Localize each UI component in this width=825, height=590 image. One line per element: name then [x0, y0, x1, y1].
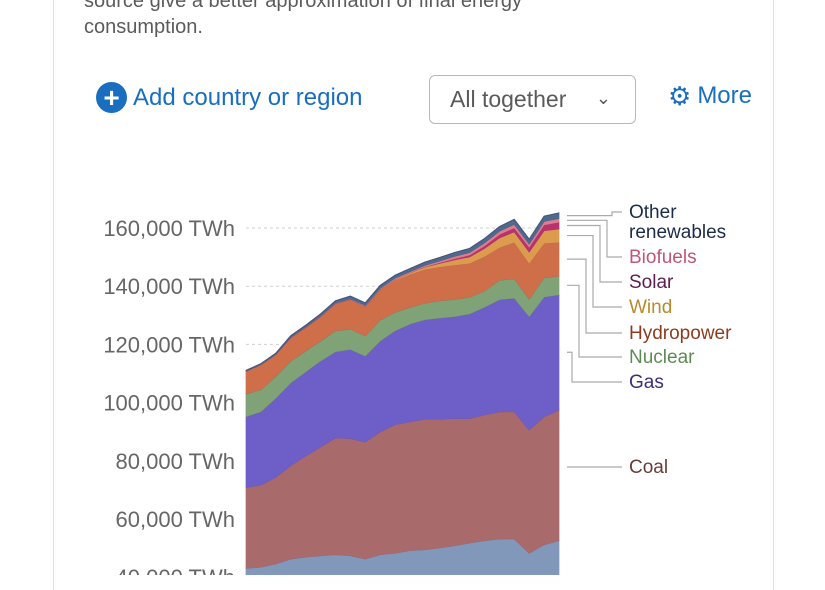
more-label: More [697, 82, 752, 109]
legend-connector [567, 234, 622, 308]
legend-label-solar: Solar [629, 272, 674, 293]
gear-icon: ⚙ [668, 81, 692, 111]
legend-label-nuclear: Nuclear [629, 347, 695, 368]
select-value: All together [450, 86, 567, 112]
add-country-button[interactable]: + Add country or region [96, 82, 362, 113]
legend-connector [567, 219, 622, 258]
legend-connector [567, 351, 622, 383]
y-tick-label: 60,000 TWh [116, 507, 235, 532]
legend-label-biofuels: Biofuels [629, 247, 697, 268]
y-tick-label: 80,000 TWh [116, 449, 235, 474]
more-button[interactable]: ⚙ More [668, 82, 752, 110]
chevron-down-icon: ⌄ [595, 88, 611, 108]
legend-label-gas: Gas [629, 372, 664, 393]
area-other-renewables [245, 212, 560, 372]
legend-connector [567, 258, 622, 334]
add-country-label: Add country or region [133, 83, 363, 111]
legend-label-coal: Coal [629, 457, 668, 478]
legend-connector [567, 211, 622, 217]
y-tick-label: 40,000 TWh [116, 565, 235, 575]
description-line: consumption. [84, 16, 203, 38]
y-tick-label: 140,000 TWh [103, 274, 235, 299]
plus-circle-icon: + [96, 82, 127, 113]
legend-connector [567, 224, 622, 283]
description-line: source give a better approximation of fi… [84, 0, 523, 12]
y-tick-label: 100,000 TWh [103, 391, 235, 416]
legend-label-wind: Wind [629, 297, 672, 318]
area-edge [245, 212, 560, 371]
y-tick-label: 120,000 TWh [103, 332, 235, 357]
legend-label-other-renewables: renewables [629, 222, 726, 243]
legend-label-other-renewables: Other [629, 202, 677, 223]
legend-label-hydropower: Hydropower [629, 323, 732, 344]
legend-connector [567, 284, 622, 358]
chart-description: source give a better approximation of fi… [84, 0, 684, 40]
display-mode-select[interactable]: All together ⌄ [429, 75, 636, 124]
stacked-area-chart: 160,000 TWh 140,000 TWh 120,000 TWh 100,000… [103, 202, 732, 575]
y-tick-label: 160,000 TWh [103, 216, 235, 241]
